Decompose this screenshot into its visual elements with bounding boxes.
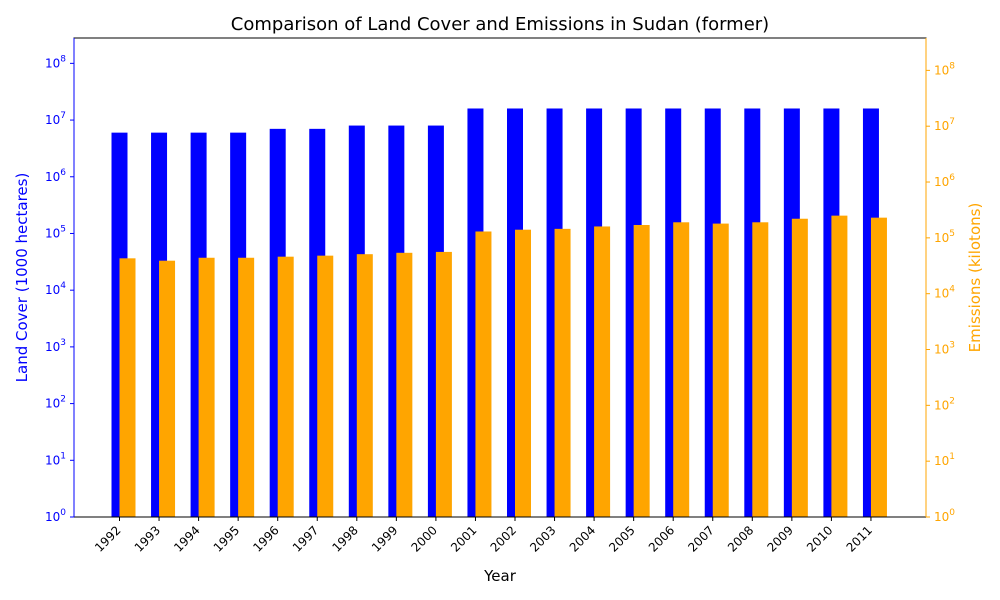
- left-tick-label-1e6: 106: [45, 168, 66, 184]
- emissions-bar-2008: [752, 222, 769, 518]
- emissions-bar-2005: [633, 224, 650, 518]
- x-tick-label-1995: 1995: [211, 523, 242, 554]
- emissions-bar-2009: [791, 218, 808, 518]
- emissions-bar-1995: [238, 257, 255, 517]
- left-tick-label-1e5: 105: [45, 224, 66, 240]
- emissions-bar-2007: [712, 223, 729, 517]
- emissions-bar-2010: [831, 215, 848, 517]
- x-tick-label-2000: 2000: [409, 523, 440, 554]
- left-y-axis: 100 101 102 103 104 105 106 107 108: [45, 38, 75, 524]
- right-tick-label-1e1: 101: [934, 452, 955, 468]
- left-tick-label-1e4: 104: [45, 281, 66, 297]
- right-tick-label-1e2: 102: [934, 396, 955, 412]
- x-tick-label-2003: 2003: [527, 523, 558, 554]
- emissions-bar-1998: [356, 254, 373, 517]
- right-tick-label-1e8: 108: [934, 61, 955, 77]
- emissions-bar-2001: [475, 231, 492, 518]
- x-tick-label-2001: 2001: [448, 523, 479, 554]
- x-tick-label-2011: 2011: [844, 523, 875, 554]
- x-tick-label-1992: 1992: [92, 523, 123, 554]
- right-tick-label-1e0: 100: [934, 508, 955, 524]
- x-tick-label-2009: 2009: [764, 523, 795, 554]
- left-tick-label-1e2: 102: [45, 395, 66, 411]
- x-tick-label-2007: 2007: [685, 523, 716, 554]
- emissions-bar-2004: [594, 226, 611, 517]
- emissions-bars: [119, 215, 887, 518]
- x-tick-label-1997: 1997: [290, 523, 321, 554]
- x-tick-label-2002: 2002: [488, 523, 519, 554]
- x-tick-label-1996: 1996: [250, 523, 281, 554]
- x-tick-label-1999: 1999: [369, 523, 400, 554]
- emissions-bar-1993: [159, 260, 176, 517]
- x-axis-label: Year: [483, 567, 517, 585]
- left-tick-label-1e1: 101: [45, 451, 66, 467]
- x-tick-label-1994: 1994: [171, 523, 202, 554]
- right-tick-label-1e4: 104: [934, 285, 955, 301]
- x-axis: 1992 1993 1994 1995 1996 1997 1998 1999 2000 2001…: [92, 517, 875, 555]
- emissions-bar-1999: [396, 252, 413, 518]
- chart-title: Comparison of Land Cover and Emissions i…: [231, 14, 769, 35]
- right-y-axis: 100 101 102 103 104 105 106 107 108: [925, 38, 955, 524]
- x-tick-label-1998: 1998: [329, 523, 360, 554]
- emissions-bar-2002: [515, 229, 531, 517]
- emissions-bar-2003: [554, 228, 571, 517]
- emissions-bar-1994: [198, 257, 215, 517]
- right-tick-label-1e3: 103: [934, 341, 955, 357]
- x-tick-label-2008: 2008: [725, 523, 756, 554]
- left-tick-label-1e3: 103: [45, 338, 66, 354]
- emissions-bar-1997: [317, 255, 334, 517]
- right-axis-label: Emissions (kilotons): [966, 203, 984, 353]
- right-tick-label-1e6: 106: [934, 173, 955, 189]
- emissions-bar-2000: [435, 251, 452, 517]
- left-tick-label-1e0: 100: [45, 508, 66, 524]
- x-tick-label-2006: 2006: [646, 523, 677, 554]
- emissions-bar-2011: [870, 217, 887, 517]
- x-tick-label-2010: 2010: [804, 523, 835, 554]
- emissions-bar-1996: [277, 256, 294, 517]
- x-tick-label-2005: 2005: [606, 523, 637, 554]
- x-tick-label-2004: 2004: [567, 523, 598, 554]
- left-tick-label-1e8: 108: [45, 54, 66, 70]
- left-axis-label: Land Cover (1000 hectares): [13, 173, 31, 383]
- x-tick-label-1993: 1993: [132, 523, 163, 554]
- emissions-bar-2006: [673, 222, 690, 518]
- emissions-bar-1992: [119, 258, 136, 517]
- right-tick-label-1e7: 107: [934, 117, 955, 133]
- left-tick-label-1e7: 107: [45, 111, 66, 127]
- right-tick-label-1e5: 105: [934, 229, 955, 245]
